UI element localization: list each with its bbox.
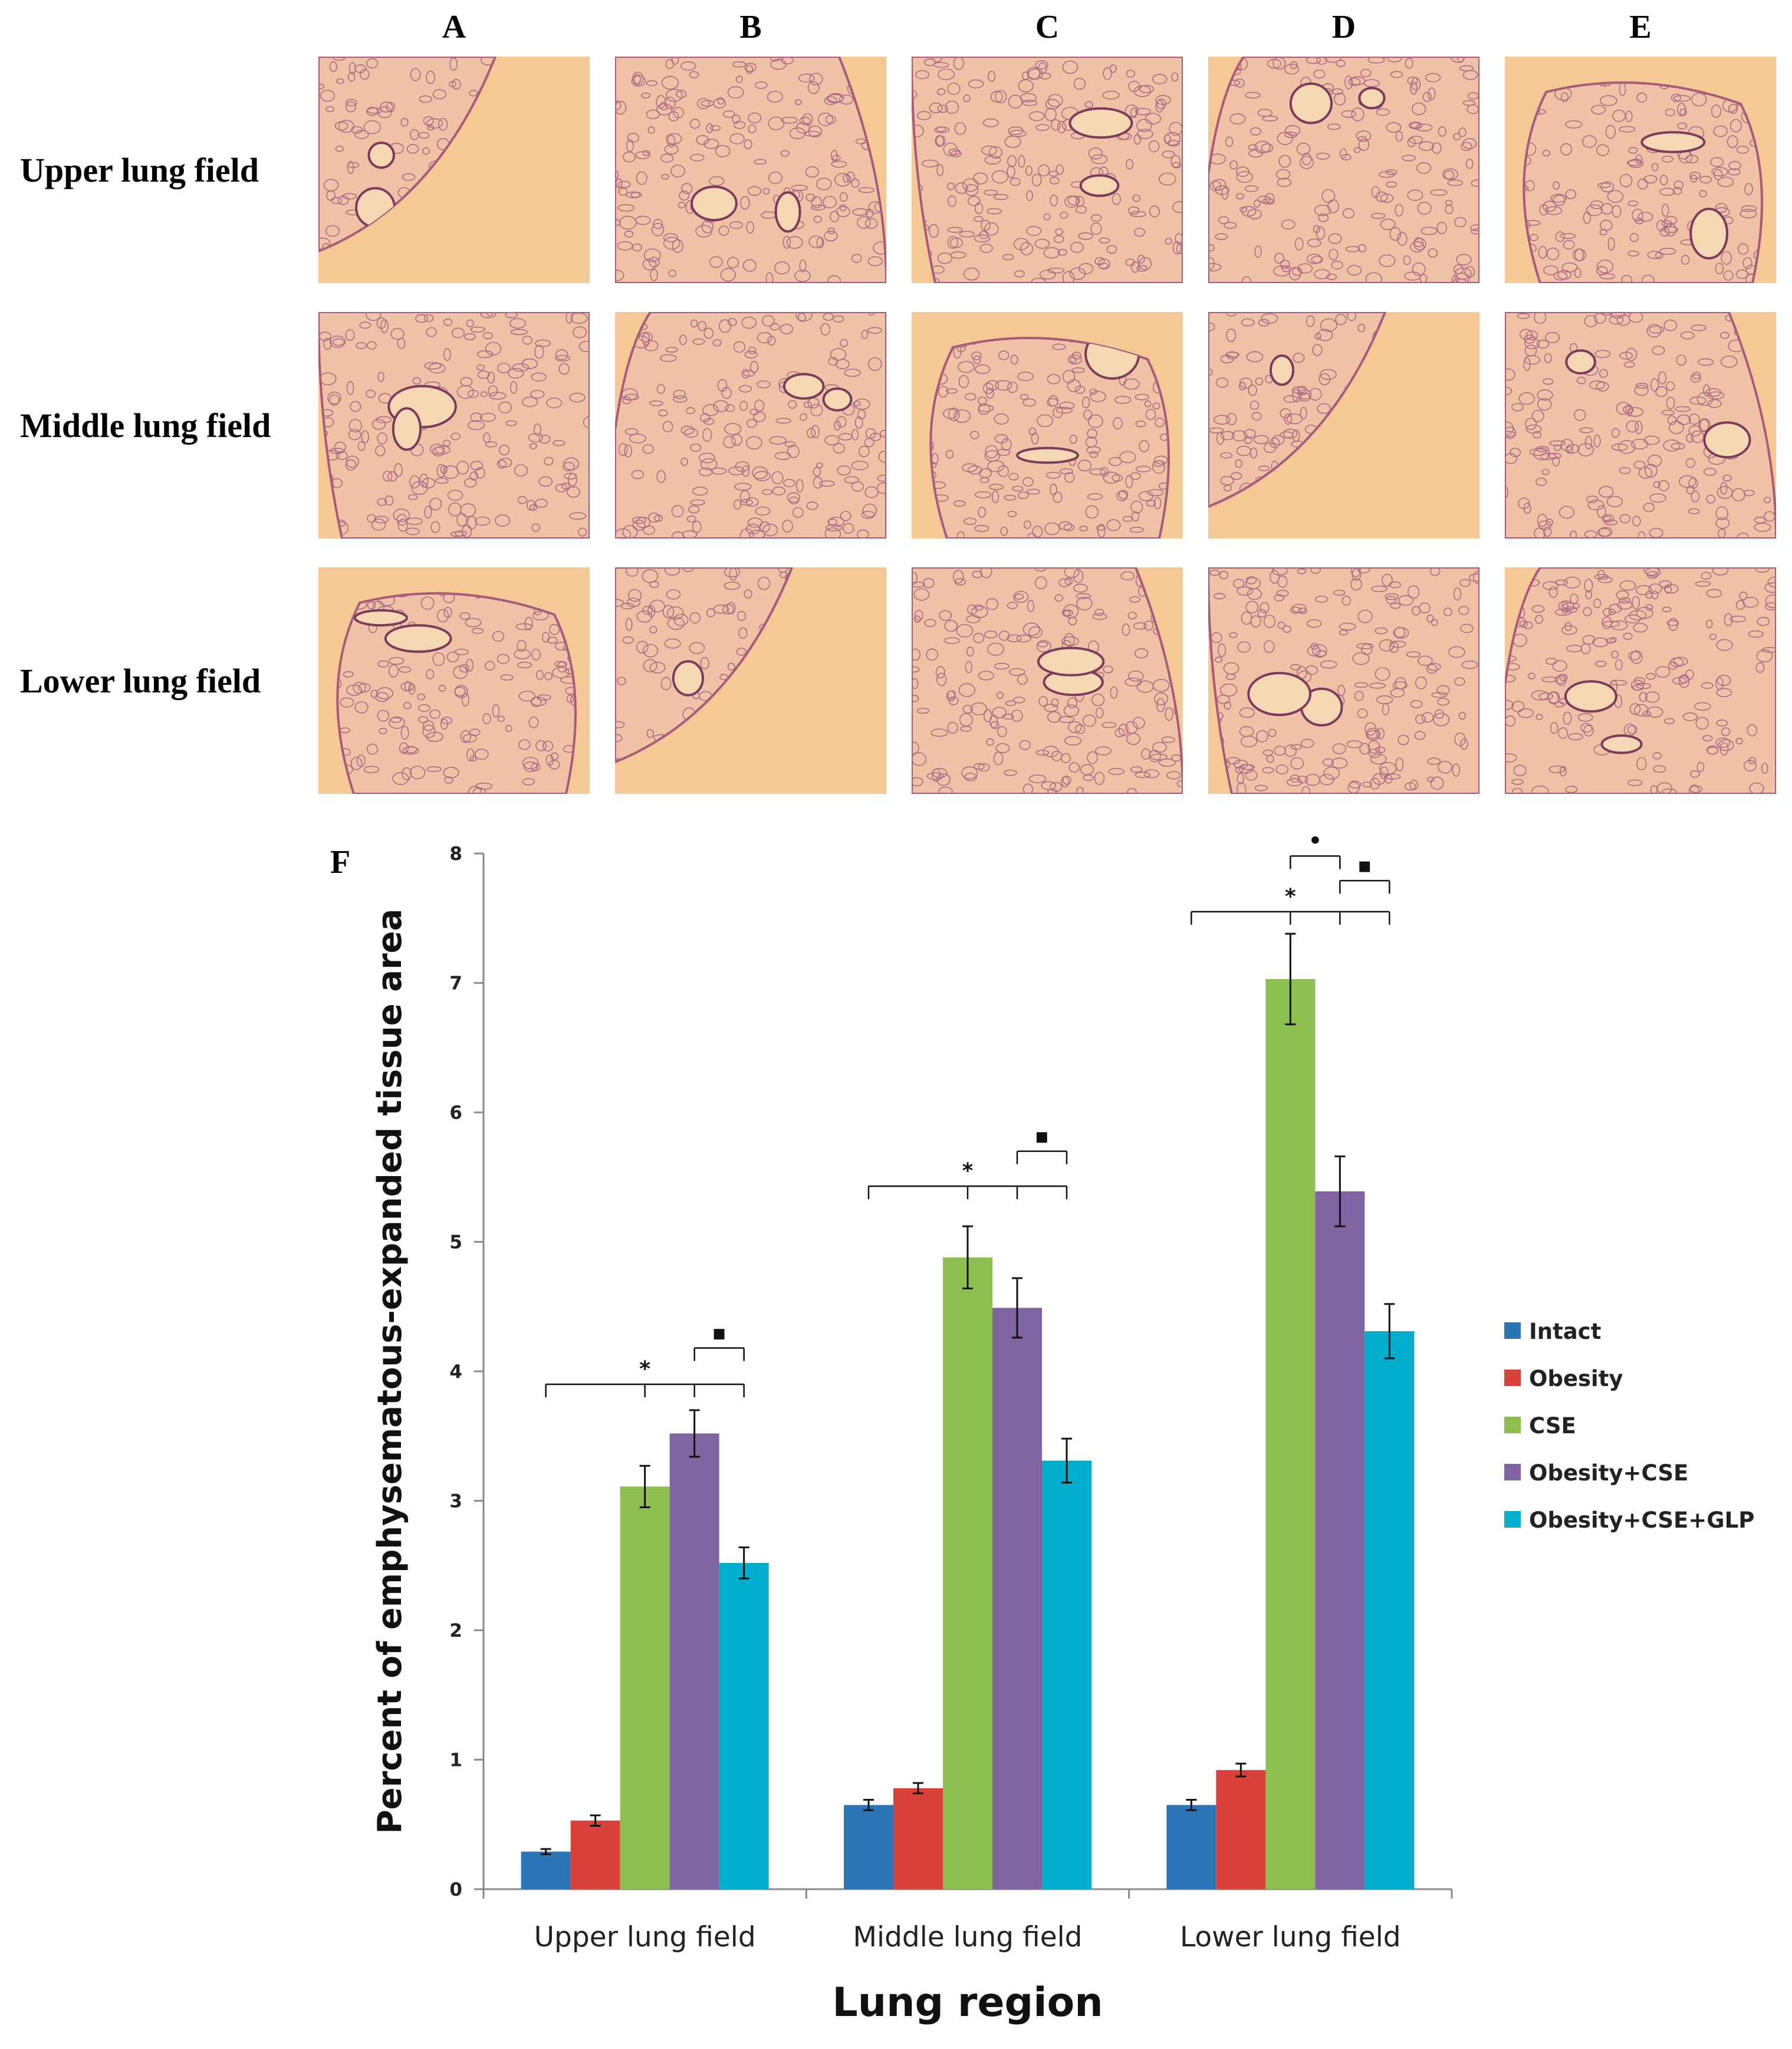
error-bar bbox=[962, 1225, 973, 1290]
significance-bracket: * bbox=[545, 1357, 745, 1397]
significance-bracket: * bbox=[1191, 885, 1390, 925]
micrograph-e-3 bbox=[1505, 567, 1776, 794]
micrograph-d-3 bbox=[1208, 567, 1479, 794]
x-tick-label: Middle lung field bbox=[853, 1921, 1082, 1953]
significance-label: ▪ bbox=[712, 1321, 726, 1345]
legend-swatch bbox=[1504, 1370, 1521, 1386]
significance-bracket: ▪ bbox=[1339, 853, 1390, 894]
column-label-a: A bbox=[442, 9, 466, 45]
micrograph-d-2 bbox=[1208, 312, 1479, 538]
bar-obesity-cse-glp-1 bbox=[719, 1562, 769, 1889]
bar-intact-2 bbox=[844, 1805, 893, 1889]
micrograph-a-1 bbox=[318, 57, 590, 283]
error-bar bbox=[1012, 1277, 1022, 1339]
legend-item: Obesity+CSE+GLP bbox=[1504, 1508, 1754, 1533]
error-bar bbox=[1334, 1155, 1346, 1227]
y-tick-label: 5 bbox=[449, 1232, 462, 1253]
y-tick-label: 7 bbox=[449, 973, 462, 994]
bar-cse-3 bbox=[1265, 978, 1316, 1889]
significance-bracket: ▪ bbox=[693, 1321, 745, 1361]
y-tick-label: 2 bbox=[449, 1620, 462, 1641]
legend-label: Intact bbox=[1529, 1319, 1601, 1344]
column-label-b: B bbox=[739, 9, 762, 45]
micrograph-e-2 bbox=[1505, 312, 1776, 538]
bar-cse-1 bbox=[620, 1486, 670, 1889]
error-bar bbox=[540, 1848, 551, 1856]
y-tick-label: 8 bbox=[449, 843, 462, 865]
row-label-lower: Lower lung field bbox=[20, 662, 261, 700]
legend-swatch bbox=[1504, 1511, 1521, 1528]
micrograph-c-3 bbox=[912, 567, 1183, 794]
legend-item: CSE bbox=[1504, 1413, 1576, 1439]
error-bar bbox=[863, 1799, 874, 1811]
micrograph-a-3 bbox=[318, 567, 590, 794]
error-bar bbox=[1235, 1762, 1247, 1778]
bar-obesity-cse-glp-2 bbox=[1042, 1460, 1091, 1889]
error-bar bbox=[1285, 932, 1296, 1026]
micrograph-a-2 bbox=[318, 312, 590, 538]
bar-obesity-cse-3 bbox=[1315, 1191, 1365, 1889]
legend-swatch bbox=[1504, 1322, 1521, 1339]
significance-bracket: * bbox=[867, 1159, 1068, 1200]
micrograph-b-2 bbox=[615, 312, 886, 538]
bar-obesity-2 bbox=[893, 1788, 943, 1889]
row-label-middle: Middle lung field bbox=[20, 406, 271, 445]
column-label-c: C bbox=[1035, 9, 1060, 45]
error-bar bbox=[590, 1814, 601, 1827]
legend-label: Obesity+CSE bbox=[1529, 1460, 1688, 1486]
micrograph-b-3 bbox=[615, 567, 886, 794]
bar-obesity-3 bbox=[1216, 1770, 1266, 1889]
micrograph-e-1 bbox=[1505, 57, 1776, 283]
error-bar bbox=[639, 1464, 650, 1508]
y-tick-label: 3 bbox=[449, 1491, 462, 1512]
x-tick-label: Lower lung field bbox=[1180, 1921, 1401, 1953]
bar-cse-2 bbox=[943, 1257, 992, 1889]
micrograph-b-1 bbox=[615, 57, 886, 283]
bar-intact-3 bbox=[1166, 1805, 1216, 1889]
significance-bracket: • bbox=[1290, 829, 1341, 869]
significance-label: * bbox=[962, 1159, 974, 1183]
error-bar bbox=[689, 1409, 700, 1458]
row-label-upper: Upper lung field bbox=[20, 151, 259, 189]
error-bar bbox=[1384, 1303, 1395, 1360]
bar-chart: 0 1 2 3 4 5 6 7 8 Upper lung field Middle lung fie… bbox=[371, 829, 1754, 2026]
legend-swatch bbox=[1504, 1417, 1521, 1433]
y-tick-label: 6 bbox=[449, 1102, 462, 1124]
y-axis-title: Percent of emphysematous-expanded tissue… bbox=[371, 909, 409, 1834]
y-tick-label: 0 bbox=[449, 1879, 462, 1900]
legend-item: Obesity+CSE bbox=[1504, 1460, 1688, 1486]
panel-f-label: F bbox=[330, 844, 351, 881]
legend-item: Obesity bbox=[1504, 1366, 1623, 1391]
legend-swatch bbox=[1504, 1464, 1521, 1480]
legend-label: Obesity+CSE+GLP bbox=[1529, 1508, 1754, 1533]
micrograph-c-2 bbox=[912, 312, 1183, 538]
significance-label: ▪ bbox=[1357, 853, 1372, 878]
significance-label: ▪ bbox=[1035, 1124, 1049, 1148]
bar-obesity-1 bbox=[570, 1820, 620, 1889]
legend-item: Intact bbox=[1504, 1319, 1601, 1344]
micrograph-d-1 bbox=[1208, 57, 1479, 283]
bar-obesity-cse-1 bbox=[669, 1433, 719, 1889]
significance-label: * bbox=[1285, 885, 1296, 909]
error-bar bbox=[1186, 1799, 1197, 1811]
significance-bracket: ▪ bbox=[1016, 1124, 1068, 1164]
bar-obesity-cse-2 bbox=[992, 1308, 1042, 1889]
y-tick-label: 4 bbox=[449, 1361, 462, 1383]
error-bar bbox=[738, 1546, 749, 1580]
error-bar bbox=[913, 1782, 923, 1795]
micrograph-c-1 bbox=[912, 57, 1183, 283]
significance-label: * bbox=[639, 1357, 650, 1381]
bar-obesity-cse-glp-3 bbox=[1364, 1331, 1415, 1889]
y-tick-label: 1 bbox=[449, 1750, 462, 1771]
significance-label: • bbox=[1308, 829, 1322, 853]
column-label-e: E bbox=[1629, 9, 1652, 45]
legend-label: Obesity bbox=[1529, 1366, 1623, 1391]
x-tick-label: Upper lung field bbox=[534, 1921, 756, 1953]
x-axis-title: Lung region bbox=[832, 1979, 1103, 2026]
bar-intact-1 bbox=[521, 1851, 571, 1889]
legend-label: CSE bbox=[1529, 1413, 1576, 1439]
column-label-d: D bbox=[1331, 9, 1356, 45]
error-bar bbox=[1061, 1437, 1072, 1484]
